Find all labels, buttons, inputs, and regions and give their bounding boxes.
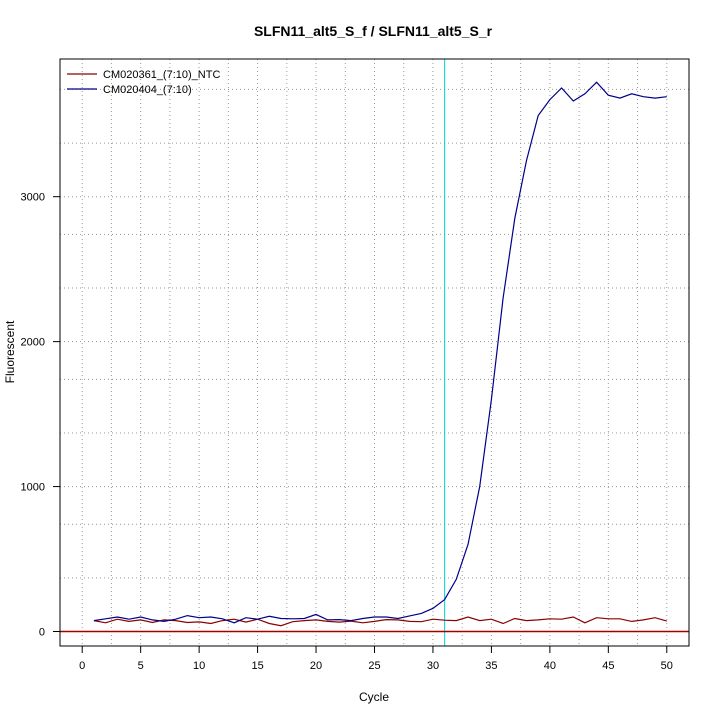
x-axis-label: Cycle <box>359 690 389 704</box>
legend: CM020361_(7:10)_NTC CM020404_(7:10) <box>67 69 220 96</box>
series-lines <box>93 81 667 627</box>
x-tick-label: 20 <box>310 660 322 672</box>
y-axis-label: Fluorescent <box>3 320 17 383</box>
legend-entry-1: CM020361_(7:10)_NTC <box>103 69 220 81</box>
legend-entry-2: CM020404_(7:10) <box>103 84 192 96</box>
y-tick-label: 0 <box>39 627 45 639</box>
y-tick-label: 3000 <box>21 192 45 204</box>
chart-title: SLFN11_alt5_S_f / SLFN11_alt5_S_r <box>254 23 493 39</box>
x-tick-label: 15 <box>251 660 263 672</box>
y-axis: 0 1000 2000 3000 <box>21 192 61 639</box>
reference-lines <box>60 59 689 646</box>
x-axis: 0 5 10 15 20 25 30 35 40 45 50 <box>79 645 673 672</box>
x-tick-label: 30 <box>427 660 439 672</box>
series-line-1 <box>93 616 667 627</box>
x-tick-label: 10 <box>193 660 205 672</box>
x-tick-label: 45 <box>602 660 614 672</box>
y-tick-label: 2000 <box>21 337 45 349</box>
x-tick-label: 5 <box>138 660 144 672</box>
grid <box>60 59 689 646</box>
x-tick-label: 50 <box>661 660 673 672</box>
y-tick-label: 1000 <box>21 482 45 494</box>
series-line-2 <box>93 81 667 624</box>
x-tick-label: 40 <box>544 660 556 672</box>
x-tick-label: 35 <box>485 660 497 672</box>
x-tick-label: 0 <box>79 660 85 672</box>
x-tick-label: 25 <box>368 660 380 672</box>
